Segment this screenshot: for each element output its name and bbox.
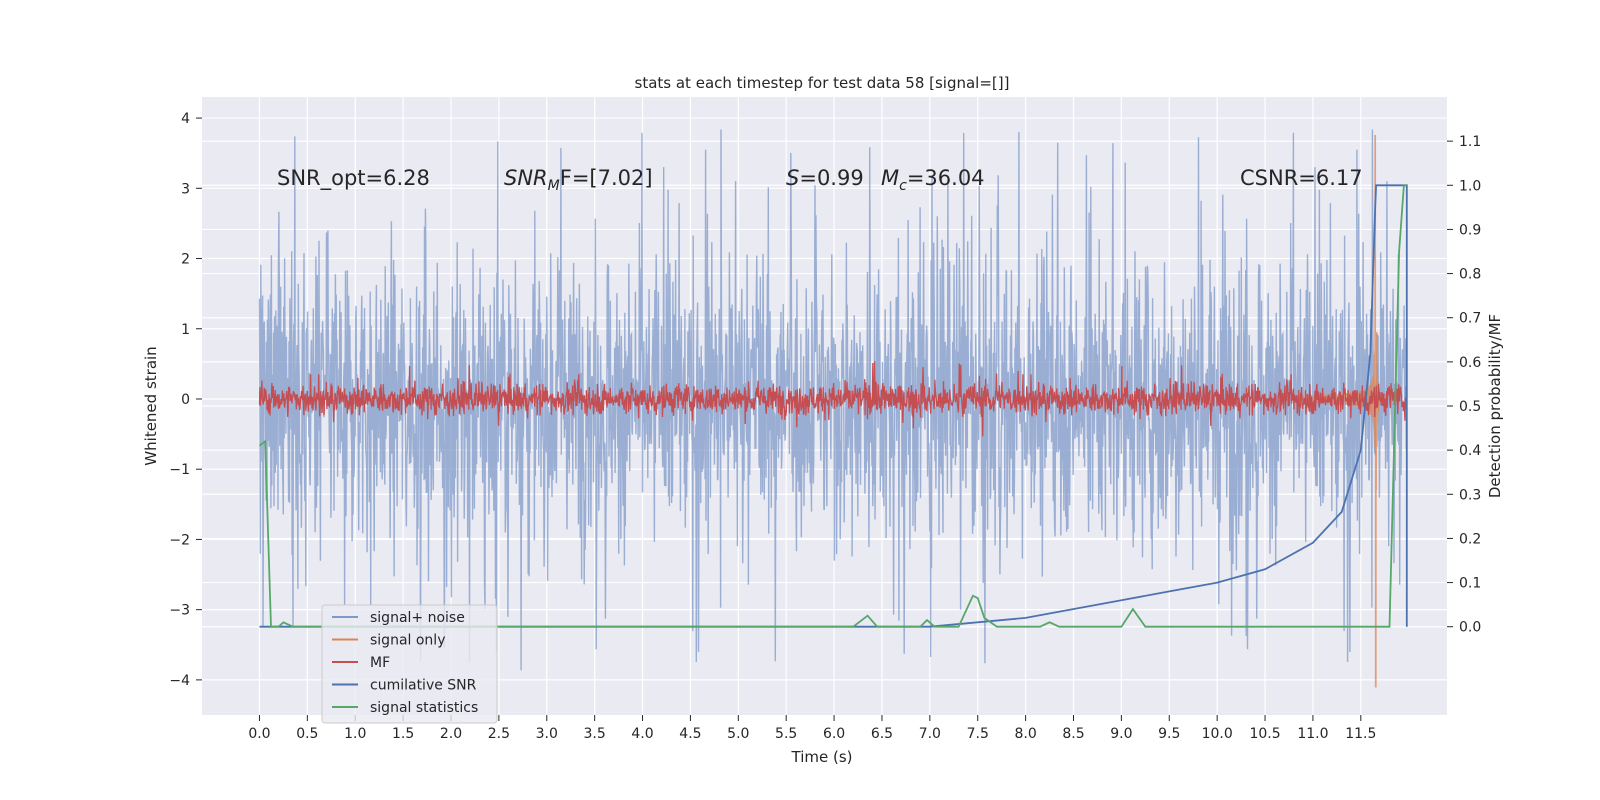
y-right-tick-label: 0.7 [1459,311,1481,327]
x-tick-label: 8.5 [1062,726,1084,742]
annotation-snr-mf-base: SNR [504,166,548,190]
y-axis-left-title: Whitened strain [142,346,160,465]
legend-box [321,604,498,724]
legend-label: signal+ noise [370,610,465,626]
x-tick-label: 0.5 [296,726,318,742]
x-tick-label: 11.0 [1297,726,1328,742]
x-tick-label: 3.5 [584,726,606,742]
legend-label: signal only [370,633,445,649]
annotation-snr-opt: SNR_opt=6.28 [277,166,430,191]
y-right-tick-label: 1.0 [1459,178,1481,194]
x-tick-label: 11.5 [1345,726,1376,742]
annotation-mc-val: =36.04 [907,166,985,190]
y-right-tick-label: 0.3 [1459,487,1481,503]
annotation-s-var: S [786,166,799,190]
y-axis-left-ticks: 4 3 2 1 0 −1 −2 −3 −4 [169,111,202,689]
y-right-tick-label: 0.2 [1459,531,1481,547]
signal-statistics-line [258,184,1407,628]
annotation-mc-var: M [881,166,899,190]
x-tick-label: 2.0 [440,726,462,742]
x-tick-label: 10.5 [1249,726,1280,742]
chart-title: stats at each timestep for test data 58 … [635,74,1010,92]
x-tick-label: 5.5 [775,726,797,742]
y-left-tick-label: −1 [169,462,190,478]
y-left-tick-label: 2 [181,252,190,268]
annotation-s-stat: S=0.99 [786,166,864,190]
y-right-tick-label: 0.1 [1459,576,1481,592]
x-tick-label: 3.0 [536,726,558,742]
legend-label: cumilative SNR [370,678,477,694]
legend-label: MF [370,655,390,671]
legend: signal+ noise signal only MF cumilative SNR… [321,604,498,724]
series-mf [258,361,1408,437]
x-tick-label: 9.5 [1158,726,1180,742]
x-tick-label: 7.5 [967,726,989,742]
x-tick-label: 4.5 [679,726,701,742]
x-tick-label: 6.5 [871,726,893,742]
y-right-tick-label: 0.0 [1459,620,1481,636]
x-tick-label: 8.0 [1014,726,1036,742]
series-cumilative-snr [259,184,1408,628]
y-right-tick-label: 1.1 [1459,134,1481,150]
y-left-tick-label: −4 [169,673,190,689]
x-tick-label: 0.0 [248,726,270,742]
x-axis-ticks: 0.0 0.5 1.0 1.5 2.0 2.5 3.0 3.5 4.0 4.5 5.0 5.5 6.0 6… [248,715,1376,742]
annotation-snr-mf-sub: M [548,178,560,194]
x-tick-label: 1.0 [344,726,366,742]
x-tick-label: 6.0 [823,726,845,742]
signal-noise-line [258,129,1408,671]
legend-label: signal statistics [370,700,478,716]
x-tick-label: 5.0 [727,726,749,742]
annotation-mc-sub: c [899,178,907,194]
x-axis-title: Time (s) [791,748,853,766]
y-right-tick-label: 0.9 [1459,222,1481,238]
y-left-tick-label: 0 [181,392,190,408]
x-tick-label: 10.0 [1202,726,1233,742]
annotation-snr-mf-rest: F=[7.02] [560,166,653,190]
x-tick-label: 7.0 [919,726,941,742]
y-left-tick-label: −3 [169,603,190,619]
y-left-tick-label: 1 [181,322,190,338]
x-tick-label: 1.5 [392,726,414,742]
annotations: SNR_opt=6.28 SNRMF=[7.02] S=0.99 Mc=36.0… [277,166,1363,194]
x-tick-label: 4.0 [631,726,653,742]
annotation-csnr: CSNR=6.17 [1240,166,1363,190]
series-signal-statistics [258,184,1407,628]
y-axis-right-ticks: 1.1 1.0 0.9 0.8 0.7 0.6 0.5 0.4 0.3 0.2 0.1 0.0 [1447,134,1481,636]
mf-line [258,361,1408,437]
x-tick-label: 2.5 [488,726,510,742]
annotation-mc: Mc=36.04 [881,166,985,194]
y-left-tick-label: 3 [181,181,190,197]
cumilative-snr-line [259,184,1408,628]
x-tick-label: 9.0 [1110,726,1132,742]
y-left-tick-label: 4 [181,111,190,127]
y-left-tick-label: −2 [169,532,190,548]
series-signal-noise [258,129,1408,671]
y-right-tick-label: 0.6 [1459,355,1481,371]
annotation-snr-mf: SNRMF=[7.02] [504,166,653,194]
y-right-tick-label: 0.8 [1459,267,1481,283]
y-right-tick-label: 0.5 [1459,399,1481,415]
y-right-tick-label: 0.4 [1459,443,1481,459]
y-axis-right-title: Detection probability/MF [1486,314,1504,498]
annotation-s-val: =0.99 [799,166,863,190]
